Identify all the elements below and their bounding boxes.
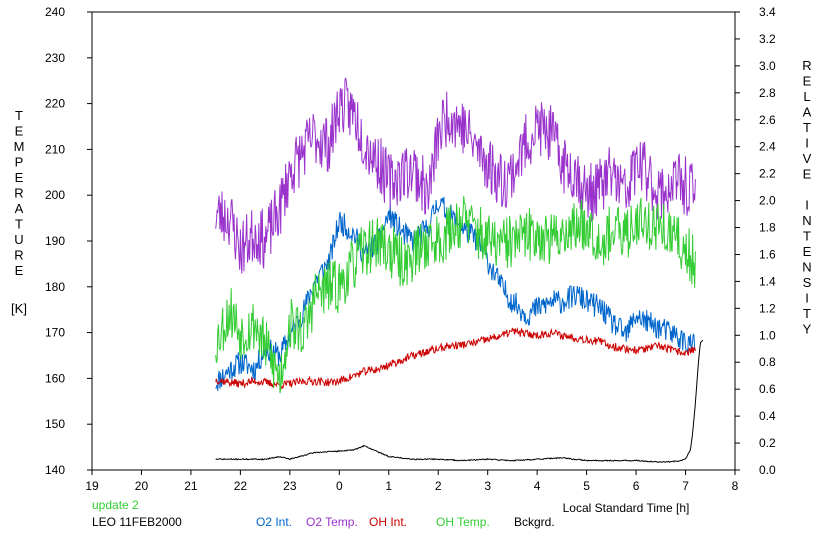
left-y-tick-label: 170 — [45, 326, 65, 340]
left-y-tick-label: 160 — [45, 371, 65, 385]
right-y-tick-label: 2.8 — [759, 86, 776, 100]
series-line-bckgrd — [215, 339, 704, 464]
x-axis: 19 20 21 22 23 0 1 2 3 4 5 6 7 8 — [85, 470, 739, 493]
left-axis-label-letter: A — [15, 201, 24, 216]
x-tick-label: 21 — [184, 479, 198, 493]
x-tick-label: 23 — [283, 479, 297, 493]
right-axis-label-letter: Y — [803, 322, 812, 337]
x-tick-label: 19 — [85, 479, 99, 493]
left-axis-label-letter: E — [15, 124, 24, 139]
x-tick-label: 3 — [484, 479, 491, 493]
series-line-oh-int — [215, 327, 696, 390]
right-y-tick-label: 1.2 — [759, 301, 776, 315]
left-y-tick-label: 230 — [45, 51, 65, 65]
legend-item: OH Temp. — [436, 515, 490, 529]
update-label: update 2 — [92, 498, 139, 512]
left-y-tick-label: 220 — [45, 97, 65, 111]
right-y-tick-label: 1.8 — [759, 221, 776, 235]
right-axis-label-letter: T — [803, 229, 811, 244]
right-axis-label-letter: I — [805, 198, 809, 213]
right-y-tick-label: 1.4 — [759, 274, 776, 288]
left-y-axis: 140 150 160 170 180 190 200 210 220 230 240 — [45, 5, 92, 477]
right-y-tick-label: 3.4 — [759, 5, 776, 19]
x-tick-label: 8 — [732, 479, 739, 493]
left-axis-unit: [K] — [11, 301, 27, 316]
right-y-tick-label: 3.2 — [759, 32, 776, 46]
right-y-tick-label: 0.8 — [759, 355, 776, 369]
right-y-tick-label: 2.6 — [759, 113, 776, 127]
series-line-o2-temp — [215, 76, 696, 274]
right-axis-label-letter: I — [805, 136, 809, 151]
left-axis-label-letter: P — [15, 155, 24, 170]
right-axis-label-letter: I — [805, 291, 809, 306]
left-y-tick-label: 190 — [45, 234, 65, 248]
right-y-tick-label: 0.2 — [759, 436, 776, 450]
x-tick-label: 6 — [633, 479, 640, 493]
right-y-tick-label: 0.0 — [759, 463, 776, 477]
right-y-tick-label: 2.0 — [759, 194, 776, 208]
right-axis-label-letter: E — [803, 74, 812, 89]
right-y-tick-label: 2.2 — [759, 167, 776, 181]
series-layer — [215, 76, 704, 464]
legend-item: OH Int. — [369, 515, 408, 529]
x-tick-label: 7 — [682, 479, 689, 493]
right-axis-label-letter: A — [803, 105, 812, 120]
x-tick-label: 22 — [234, 479, 248, 493]
right-y-tick-label: 1.6 — [759, 247, 776, 261]
right-axis-label-letter: R — [802, 58, 811, 73]
legend-item: Bckgrd. — [514, 515, 555, 529]
left-axis-label-letter: U — [14, 232, 23, 247]
right-axis-label-letter: E — [803, 244, 812, 259]
right-axis-label-letter: T — [803, 306, 811, 321]
right-y-tick-label: 3.0 — [759, 59, 776, 73]
x-tick-label: 2 — [435, 479, 442, 493]
left-axis-label-letter: T — [15, 108, 23, 123]
left-y-tick-label: 140 — [45, 463, 65, 477]
left-y-tick-label: 150 — [45, 417, 65, 431]
left-axis-label-letter: M — [14, 139, 25, 154]
right-axis-label-letter: L — [803, 89, 810, 104]
right-y-tick-label: 1.0 — [759, 328, 776, 342]
left-y-tick-label: 200 — [45, 188, 65, 202]
right-axis-label-letter: V — [803, 151, 812, 166]
left-axis-label-letter: R — [14, 186, 23, 201]
left-axis-label-letter: E — [15, 263, 24, 278]
x-tick-label: 0 — [336, 479, 343, 493]
right-axis-label-letter: T — [803, 120, 811, 135]
legend-item: O2 Int. — [256, 515, 293, 529]
left-y-tick-label: 210 — [45, 142, 65, 156]
right-y-tick-label: 2.4 — [759, 140, 776, 154]
x-axis-label: Local Standard Time [h] — [563, 501, 690, 515]
left-axis-label-letter: T — [15, 217, 23, 232]
right-axis-label-letter: N — [802, 213, 811, 228]
x-tick-label: 5 — [583, 479, 590, 493]
right-axis-label-letter: S — [803, 275, 812, 290]
x-tick-label: 4 — [534, 479, 541, 493]
right-axis-label-letter: N — [802, 260, 811, 275]
left-axis-label-letter: R — [14, 248, 23, 263]
left-y-tick-label: 180 — [45, 280, 65, 294]
left-axis-label-letter: E — [15, 170, 24, 185]
right-y-tick-label: 0.4 — [759, 409, 776, 423]
legend-item: O2 Temp. — [306, 515, 358, 529]
x-tick-label: 1 — [385, 479, 392, 493]
station-date-label: LEO 11FEB2000 — [92, 515, 182, 529]
series-line-oh-temp — [215, 196, 696, 394]
right-y-tick-label: 0.6 — [759, 382, 776, 396]
x-tick-label: 20 — [135, 479, 149, 493]
left-y-tick-label: 240 — [45, 5, 65, 19]
right-axis-label-letter: E — [803, 167, 812, 182]
right-y-axis: 0.0 0.2 0.4 0.6 0.8 1.0 1.2 1.4 1.6 1.8 2.0 2.2 2.4 2… — [735, 5, 776, 477]
